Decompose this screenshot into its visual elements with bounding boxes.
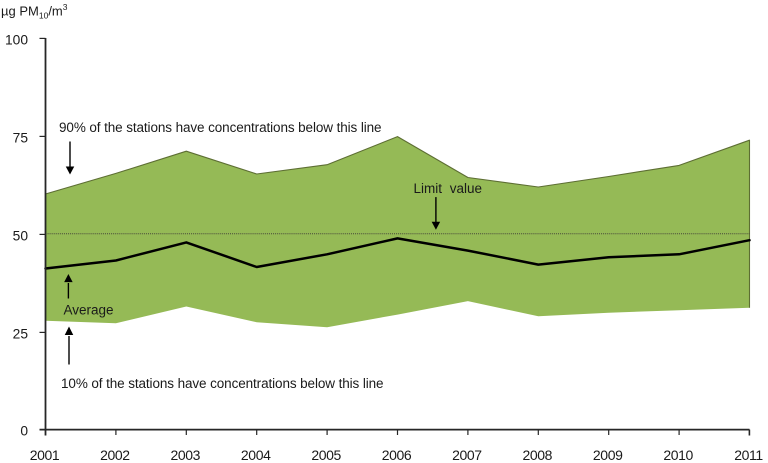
svg-text:100: 100 — [5, 33, 28, 48]
svg-text:2004: 2004 — [241, 447, 271, 463]
svg-text:90% of the stations have conce: 90% of the stations have concentrations … — [59, 120, 381, 135]
svg-text:2011: 2011 — [734, 447, 763, 463]
svg-text:10% of the stations have conce: 10% of the stations have concentrations … — [61, 376, 383, 391]
svg-text:Limit value: Limit value — [414, 181, 483, 196]
svg-text:25: 25 — [13, 327, 29, 342]
svg-text:2006: 2006 — [382, 447, 412, 463]
svg-text:75: 75 — [13, 131, 29, 146]
svg-text:2005: 2005 — [311, 447, 341, 463]
svg-text:2007: 2007 — [452, 447, 482, 463]
svg-text:0: 0 — [20, 423, 28, 438]
svg-text:Average: Average — [64, 303, 114, 318]
svg-text:2002: 2002 — [100, 447, 130, 463]
svg-text:50: 50 — [13, 229, 29, 244]
svg-text:2010: 2010 — [663, 447, 693, 463]
svg-text:2001: 2001 — [30, 447, 60, 463]
svg-text:2008: 2008 — [523, 447, 553, 463]
svg-text:2003: 2003 — [171, 447, 201, 463]
svg-text:µg PM10/m3: µg PM10/m3 — [1, 2, 68, 21]
svg-text:2009: 2009 — [593, 447, 623, 463]
